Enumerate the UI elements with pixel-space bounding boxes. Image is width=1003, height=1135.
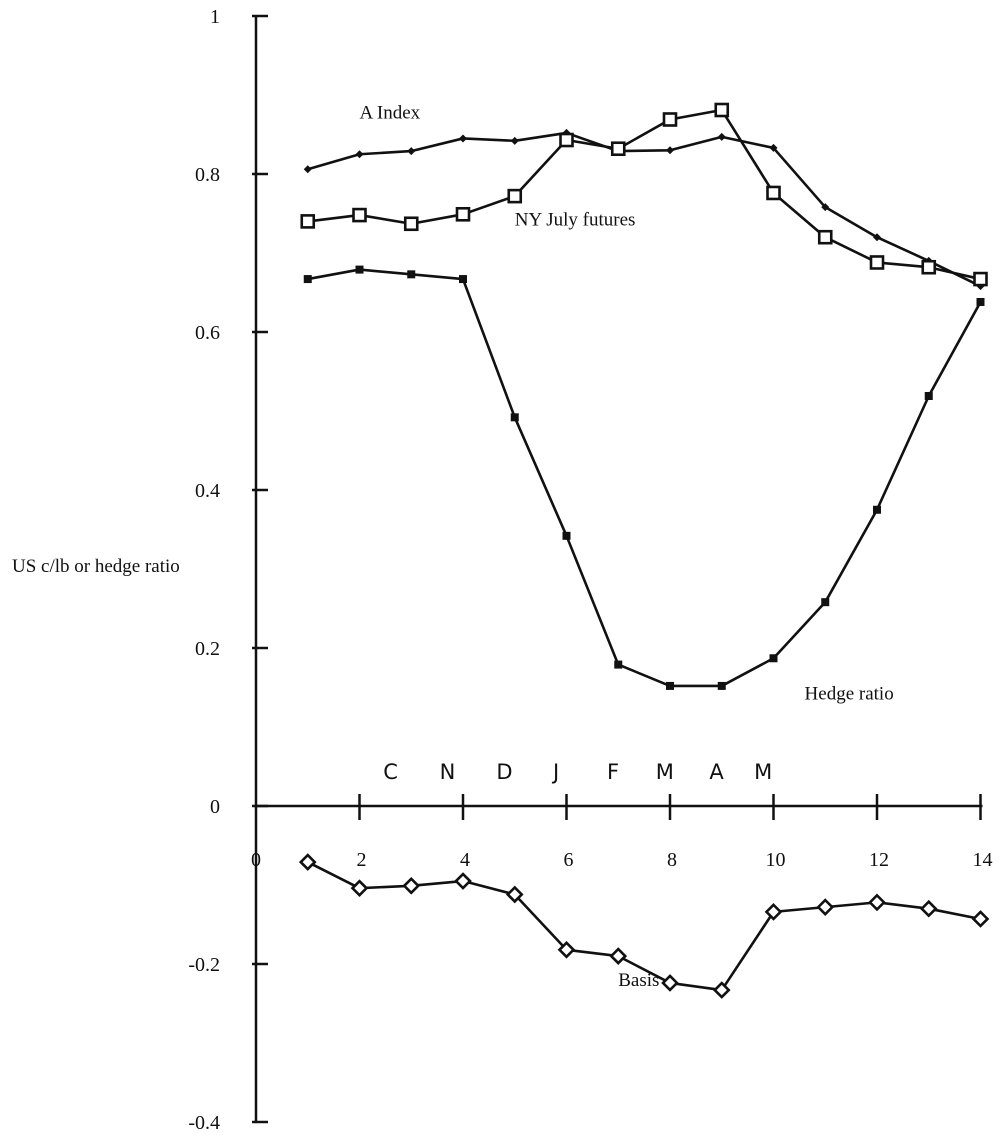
month-label: J xyxy=(551,760,559,784)
data-point xyxy=(769,143,778,152)
data-point xyxy=(559,132,574,148)
data-point xyxy=(816,898,835,916)
data-point xyxy=(662,112,678,127)
axes xyxy=(252,14,983,1124)
data-point xyxy=(873,505,881,514)
data-point xyxy=(614,660,623,669)
data-point xyxy=(510,413,519,422)
data-point xyxy=(507,188,523,204)
data-point xyxy=(666,146,674,155)
y-tick-label: 0.6 xyxy=(195,322,220,344)
data-point xyxy=(769,654,778,663)
y-tick-label: -0.4 xyxy=(188,1112,220,1134)
data-point xyxy=(459,134,467,143)
data-point xyxy=(869,255,885,270)
data-point xyxy=(717,132,726,141)
series-label: NY July futures xyxy=(515,209,636,230)
data-point xyxy=(402,876,421,895)
month-label: F xyxy=(607,760,619,784)
data-point xyxy=(868,893,886,912)
data-point xyxy=(352,207,367,223)
series-line xyxy=(307,108,981,281)
data-point xyxy=(407,270,416,279)
data-point xyxy=(298,853,317,871)
series-line xyxy=(307,131,982,288)
y-tick-label: 0.4 xyxy=(195,480,220,502)
x-tick-label: 12 xyxy=(869,849,889,871)
data-point xyxy=(717,681,726,690)
series-ny-july-futures xyxy=(300,102,988,287)
data-point xyxy=(303,165,312,174)
x-tick-label: 2 xyxy=(357,849,367,871)
data-point xyxy=(350,879,369,897)
series-basis xyxy=(298,853,990,999)
data-point xyxy=(714,102,730,118)
data-point xyxy=(505,885,524,904)
x-tick-label: 6 xyxy=(564,849,574,871)
y-tick-label: 0.8 xyxy=(195,164,220,186)
data-point xyxy=(455,206,471,222)
data-point xyxy=(919,899,938,918)
y-tick-label: 1 xyxy=(210,6,220,28)
month-label: N xyxy=(440,760,456,784)
data-point xyxy=(459,275,467,284)
x-tick-label: 4 xyxy=(460,849,470,871)
data-point xyxy=(873,233,881,242)
data-point xyxy=(303,275,312,284)
data-point xyxy=(454,872,472,890)
data-point xyxy=(661,974,679,992)
month-label: A xyxy=(709,760,724,784)
series-line xyxy=(307,860,981,992)
data-point xyxy=(712,981,731,999)
data-point xyxy=(609,947,628,965)
x-tick-label: 0 xyxy=(251,849,261,871)
month-label: C xyxy=(383,760,398,784)
series-hedge-ratio xyxy=(303,265,985,690)
data-point xyxy=(817,229,833,245)
data-point xyxy=(562,531,571,540)
data-point xyxy=(610,141,626,157)
data-point xyxy=(407,147,416,156)
labels-layer: -0.4-0.200.20.40.60.810 2 4 6 8 10 12 14C N D J F M A… xyxy=(188,6,992,1134)
x-tick-label: 14 xyxy=(973,849,993,871)
data-point xyxy=(971,910,990,928)
data-point xyxy=(355,265,364,274)
data-point xyxy=(821,203,830,212)
data-point xyxy=(510,136,519,145)
data-point xyxy=(924,391,933,400)
data-point xyxy=(821,598,830,607)
data-point xyxy=(764,903,783,921)
month-label: M xyxy=(656,760,674,784)
y-tick-label: -0.2 xyxy=(188,954,220,976)
series-layer xyxy=(298,102,990,999)
series-line xyxy=(307,268,982,688)
y-tick-label: 0 xyxy=(210,796,220,818)
data-point xyxy=(403,216,419,232)
y-axis-label: US c/lb or hedge ratio xyxy=(12,556,180,577)
y-tick-label: 0.2 xyxy=(195,638,220,660)
month-label: M xyxy=(754,760,772,784)
x-tick-label: 8 xyxy=(667,849,677,871)
series-label: A Index xyxy=(360,103,421,124)
data-point xyxy=(666,681,674,690)
data-point xyxy=(976,297,985,306)
data-point xyxy=(300,214,316,229)
data-point xyxy=(921,259,937,275)
data-point xyxy=(557,940,576,959)
data-point xyxy=(766,185,781,201)
data-point xyxy=(973,271,988,287)
month-label: D xyxy=(496,760,512,784)
series-label: Basis xyxy=(618,970,659,991)
x-tick-label: 10 xyxy=(766,849,786,871)
data-point xyxy=(355,150,364,159)
series-label: Hedge ratio xyxy=(805,683,894,704)
